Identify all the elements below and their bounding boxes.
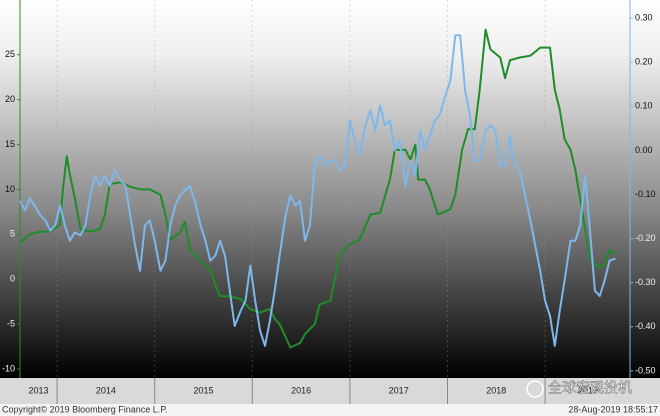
x-tick-label: 2013 — [29, 385, 49, 395]
y2-tick-label: 0.20 — [635, 57, 653, 67]
y-tick-label: 20 — [5, 94, 15, 104]
y2-tick-label: -0.10 — [635, 189, 656, 199]
x-tick-label: 2014 — [96, 385, 116, 395]
y2-tick-label: 0.30 — [635, 12, 653, 22]
y-tick-label: 15 — [5, 139, 15, 149]
y2-tick-label: -0.30 — [635, 277, 656, 287]
y-tick-label: -10 — [2, 363, 15, 373]
watermark-icon — [526, 380, 544, 398]
x-axis-band — [0, 378, 660, 404]
y-tick-label: 25 — [5, 49, 15, 59]
x-tick-label: 2015 — [193, 385, 213, 395]
copyright: Copyright© 2019 Bloomberg Finance L.P. — [2, 404, 168, 414]
series-line — [19, 34, 616, 347]
x-tick-label: 2018 — [486, 385, 506, 395]
y-tick-label: 10 — [5, 184, 15, 194]
y2-tick-label: -0.50 — [635, 365, 656, 375]
y2-tick-label: 0.10 — [635, 101, 653, 111]
y2-tick-label: -0.40 — [635, 321, 656, 331]
y2-tick-label: 0.00 — [635, 145, 653, 155]
y-tick-label: 0 — [10, 274, 15, 284]
watermark: 全球宏观投机 — [548, 380, 632, 396]
series-line — [19, 28, 617, 349]
x-tick-label: 2019 — [578, 385, 598, 395]
footer — [0, 404, 660, 416]
timestamp: 28-Aug-2019 18:55:17 — [568, 404, 658, 414]
y-tick-label: -5 — [7, 319, 15, 329]
x-tick-label: 2017 — [389, 385, 409, 395]
y-tick-label: 5 — [10, 229, 15, 239]
plot: -10 -5 0 5 10 15 20 25 0.30 0.20 0.10 0.00 -0.10 -0.2… — [2, 0, 656, 404]
background — [0, 0, 660, 378]
y2-tick-label: -0.20 — [635, 233, 656, 243]
x-tick-label: 2016 — [291, 385, 311, 395]
